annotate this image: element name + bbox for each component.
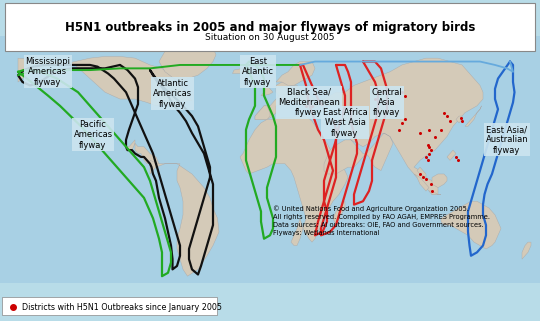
Text: East Africa
West Asia
flyway: East Africa West Asia flyway bbox=[322, 108, 367, 138]
Text: Pacific
Americas
flyway: Pacific Americas flyway bbox=[73, 120, 112, 150]
Text: Districts with H5N1 Outbreaks since January 2005: Districts with H5N1 Outbreaks since Janu… bbox=[22, 302, 222, 311]
FancyBboxPatch shape bbox=[2, 297, 217, 315]
Polygon shape bbox=[233, 68, 249, 74]
Text: Black Sea/
Mediterranean
flyway: Black Sea/ Mediterranean flyway bbox=[278, 88, 340, 117]
Polygon shape bbox=[432, 174, 447, 187]
Polygon shape bbox=[276, 62, 315, 85]
Polygon shape bbox=[429, 191, 441, 195]
Text: © United Nations Food and Agriculture Organization 2005.
All rights reserved. Co: © United Nations Food and Agriculture Or… bbox=[273, 206, 490, 237]
Text: East Asia/
Australian
flyway: East Asia/ Australian flyway bbox=[485, 125, 528, 155]
FancyBboxPatch shape bbox=[5, 3, 535, 51]
Text: H5N1 outbreaks in 2005 and major flyways of migratory birds: H5N1 outbreaks in 2005 and major flyways… bbox=[65, 21, 475, 33]
Polygon shape bbox=[261, 82, 273, 96]
Polygon shape bbox=[18, 56, 192, 106]
Text: Mississippi
Americas
flyway: Mississippi Americas flyway bbox=[25, 57, 71, 87]
Text: Central
Asia
flyway: Central Asia flyway bbox=[372, 88, 402, 117]
Text: East
Atlantic
flyway: East Atlantic flyway bbox=[242, 57, 274, 87]
Polygon shape bbox=[456, 116, 462, 123]
Polygon shape bbox=[441, 201, 501, 249]
Polygon shape bbox=[255, 82, 318, 119]
Text: Situation on 30 August 2005: Situation on 30 August 2005 bbox=[205, 33, 335, 42]
Polygon shape bbox=[126, 140, 159, 167]
Polygon shape bbox=[417, 167, 426, 178]
Polygon shape bbox=[522, 242, 531, 259]
Polygon shape bbox=[240, 116, 348, 246]
Polygon shape bbox=[414, 174, 429, 191]
Polygon shape bbox=[159, 41, 216, 82]
Polygon shape bbox=[255, 106, 270, 119]
Polygon shape bbox=[447, 150, 456, 160]
Text: Atlantic
Americas
flyway: Atlantic Americas flyway bbox=[153, 79, 192, 109]
Polygon shape bbox=[465, 106, 482, 126]
Polygon shape bbox=[150, 160, 219, 276]
Bar bbox=[0, 36, 540, 283]
Polygon shape bbox=[333, 201, 345, 225]
Polygon shape bbox=[312, 58, 483, 195]
